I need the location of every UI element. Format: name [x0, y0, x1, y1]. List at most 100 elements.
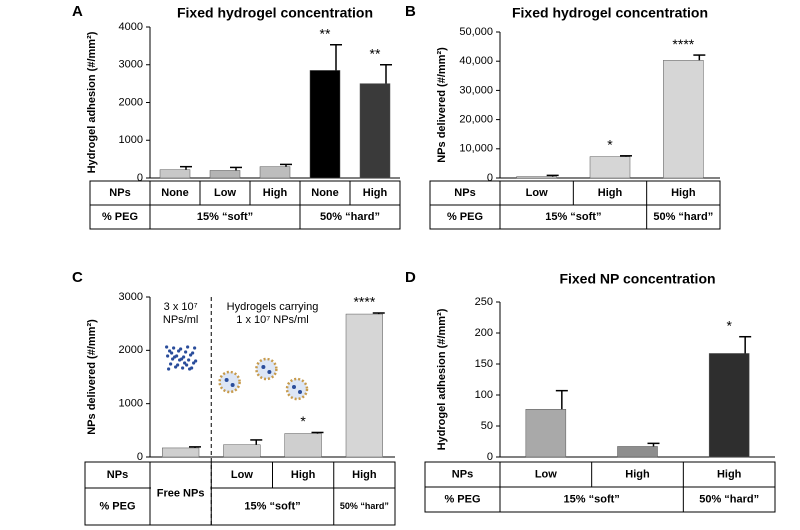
significance: *	[726, 317, 732, 333]
y-tick-label: 200	[475, 327, 493, 339]
bar	[159, 169, 191, 179]
np-icon	[182, 355, 186, 359]
category-label: Free NPs	[157, 487, 205, 499]
np-icon	[186, 345, 190, 349]
bar	[359, 83, 391, 179]
y-tick-label: 4000	[119, 21, 143, 33]
panel-letter: C	[72, 269, 83, 286]
category-label: High	[717, 468, 742, 480]
np-icon	[194, 359, 198, 363]
y-tick-label: 20,000	[459, 114, 493, 126]
np-icon	[179, 347, 183, 351]
hydrogel-dot	[298, 390, 302, 394]
np-icon	[173, 355, 177, 359]
bar	[259, 166, 291, 179]
table-border	[84, 461, 396, 526]
category-label: Low	[214, 187, 236, 199]
category-label: High	[291, 469, 316, 481]
hydrogel-icon	[218, 370, 241, 394]
row-label: NPs	[452, 468, 473, 480]
peg-label: 15% “soft”	[197, 211, 253, 223]
y-tick-label: 2000	[119, 96, 143, 108]
y-tick-label: 0	[487, 172, 493, 184]
np-icon	[187, 358, 191, 362]
np-icon	[188, 367, 192, 371]
bar	[309, 70, 341, 179]
y-axis-label: NPs delivered (#/mm²)	[436, 47, 448, 163]
y-tick-label: 250	[475, 296, 493, 308]
row-label: NPs	[109, 187, 130, 199]
y-tick-label: 150	[475, 358, 493, 370]
y-tick-label: 50,000	[459, 26, 493, 38]
y-axis-label: Hydrogel adhesion (#/mm²)	[436, 308, 448, 450]
y-tick-label: 40,000	[459, 55, 493, 67]
significance: *	[607, 137, 613, 153]
np-icon	[184, 350, 188, 354]
annotation: NPs/ml	[163, 314, 198, 326]
y-tick-label: 3000	[119, 59, 143, 71]
significance: *	[300, 413, 306, 429]
chart-title: Fixed NP concentration	[559, 271, 715, 287]
bar	[663, 60, 704, 179]
np-icon	[170, 351, 174, 355]
bar	[589, 156, 631, 179]
row-label: % PEG	[447, 211, 483, 223]
significance: ****	[353, 294, 375, 310]
hydrogel-dot	[224, 378, 229, 382]
np-icon	[167, 367, 171, 371]
y-tick-label: 100	[475, 389, 493, 401]
np-icon	[171, 357, 175, 361]
row-label: % PEG	[444, 493, 480, 505]
np-icon	[174, 365, 178, 369]
panel-letter: B	[405, 3, 416, 20]
np-icon	[169, 362, 173, 366]
np-icon	[176, 363, 180, 367]
y-tick-label: 3000	[119, 291, 143, 303]
y-tick-label: 2000	[119, 344, 143, 356]
np-icon	[185, 363, 189, 367]
bar	[345, 313, 383, 458]
category-label: Low	[526, 187, 548, 199]
y-tick-label: 1000	[119, 398, 143, 410]
peg-label: 50% “hard”	[653, 211, 713, 223]
category-label: High	[598, 187, 623, 199]
np-icon	[177, 349, 181, 353]
bar	[209, 170, 241, 179]
category-label: Low	[535, 468, 557, 480]
significance: **	[320, 25, 331, 41]
chart-title: Fixed hydrogel concentration	[512, 5, 708, 21]
category-label: None	[161, 187, 189, 199]
row-label: % PEG	[102, 211, 138, 223]
np-icon	[189, 353, 193, 357]
np-icon	[172, 346, 176, 350]
peg-label: 15% “soft”	[244, 500, 300, 512]
np-icon	[165, 345, 169, 349]
np-icon	[193, 346, 197, 350]
bar	[516, 176, 557, 179]
y-tick-label: 0	[487, 451, 493, 463]
bar	[708, 353, 750, 458]
y-tick-label: 0	[137, 451, 143, 463]
category-label: High	[352, 469, 377, 481]
category-label: High	[263, 187, 288, 199]
hydrogel-dot	[230, 383, 235, 387]
y-tick-label: 0	[137, 172, 143, 184]
np-icon	[183, 361, 187, 365]
significance: **	[370, 45, 381, 61]
bar	[525, 409, 567, 458]
peg-label: 15% “soft”	[545, 211, 601, 223]
hydrogel-dot	[292, 385, 296, 389]
hydrogel-icon	[255, 357, 278, 381]
row-label: % PEG	[99, 500, 135, 512]
category-label: High	[671, 187, 696, 199]
hydrogel-dot	[261, 365, 266, 369]
category-label: None	[311, 187, 339, 199]
annotation: 3 x 10⁷	[164, 301, 198, 313]
category-label: High	[625, 468, 650, 480]
y-tick-label: 1000	[119, 134, 143, 146]
np-icon	[192, 361, 196, 365]
y-axis-label: NPs delivered (#/mm²)	[86, 319, 98, 435]
np-icon	[166, 354, 170, 358]
y-tick-label: 10,000	[459, 143, 493, 155]
